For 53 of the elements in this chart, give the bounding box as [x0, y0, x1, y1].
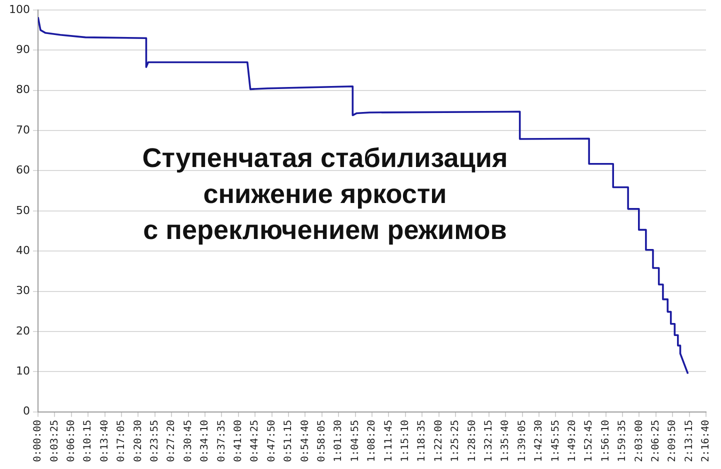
y-tick-label: 10 — [16, 364, 30, 378]
x-tick-label: 1:22:00 — [433, 420, 444, 462]
x-tick-label: 2:03:00 — [634, 420, 645, 462]
x-tick-label: 1:32:15 — [483, 420, 494, 462]
x-tick-label: 0:34:10 — [200, 420, 211, 462]
x-tick-label: 1:49:20 — [566, 420, 578, 462]
x-tick-label: 2:09:50 — [667, 420, 678, 462]
x-tick-label: 2:06:25 — [650, 420, 662, 462]
x-tick-label: 0:41:00 — [232, 420, 244, 462]
y-tick-label: 80 — [16, 83, 30, 96]
y-tick-label: 90 — [16, 43, 30, 56]
y-tick-label: 100 — [8, 2, 30, 16]
x-tick-label: 1:59:35 — [617, 420, 628, 462]
y-tick-label: 60 — [16, 164, 30, 177]
x-tick-label: 0:54:40 — [300, 420, 311, 462]
x-tick-label: 0:23:55 — [149, 420, 160, 462]
x-tick-label: 0:30:45 — [182, 420, 194, 462]
x-tick-label: 1:39:05 — [516, 420, 528, 462]
y-tick-label: 20 — [16, 324, 30, 338]
x-tick-label: 0:37:35 — [216, 420, 228, 462]
x-tick-label: 1:04:55 — [350, 420, 361, 462]
x-tick-label: 0:47:50 — [266, 420, 278, 462]
x-tick-label: 1:28:50 — [466, 420, 478, 462]
y-tick-label: 0 — [22, 404, 30, 418]
x-tick-label: 1:42:30 — [534, 420, 545, 462]
x-tick-label: 0:13:40 — [99, 420, 110, 462]
x-tick-label: 0:51:15 — [283, 420, 294, 462]
x-tick-label: 1:11:45 — [383, 420, 394, 462]
x-tick-label: 0:17:05 — [116, 420, 128, 462]
x-tick-label: 0:03:25 — [49, 420, 60, 462]
x-tick-label: 1:15:10 — [400, 420, 411, 462]
x-tick-label: 1:18:35 — [416, 420, 428, 462]
x-tick-label: 1:45:55 — [550, 420, 562, 462]
x-tick-label: 1:25:25 — [450, 420, 462, 462]
x-tick-label: 0:00:00 — [32, 420, 44, 462]
x-tick-label: 1:56:10 — [600, 420, 612, 462]
x-tick-label: 1:01:30 — [333, 420, 344, 462]
text: Ступенчатая стабилизация снижение яркости с переключением режимов — [141, 142, 509, 247]
x-tick-label: 0:10:15 — [82, 420, 94, 462]
y-tick-label: 40 — [16, 244, 30, 257]
x-tick-label: 0:06:50 — [66, 420, 77, 462]
x-tick-label: 1:08:20 — [366, 420, 378, 462]
x-tick-label: 0:20:30 — [132, 420, 144, 462]
x-tick-label: 0:27:20 — [166, 420, 178, 462]
x-tick-label: 0:44:25 — [250, 420, 261, 462]
x-tick-label: 2:16:40 — [700, 420, 712, 462]
x-tick-label: 1:52:45 — [584, 420, 595, 462]
y-tick-label: 70 — [16, 123, 30, 136]
x-tick-label: 1:35:40 — [500, 420, 512, 462]
x-tick-label: 2:13:15 — [684, 420, 695, 462]
x-tick-label: 0:58:05 — [316, 420, 328, 462]
y-tick-label: 50 — [16, 204, 30, 217]
y-tick-label: 30 — [16, 284, 30, 298]
